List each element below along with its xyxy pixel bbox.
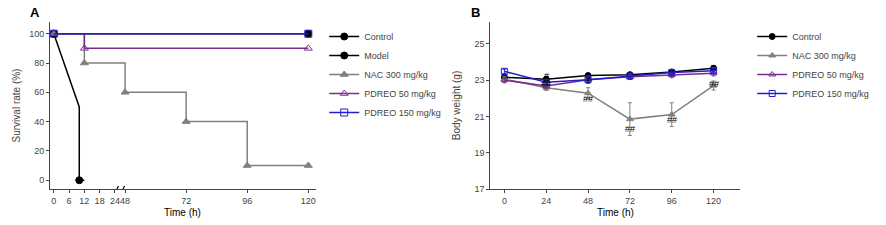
- svg-text:60: 60: [34, 87, 44, 97]
- svg-text:100: 100: [29, 29, 44, 39]
- svg-text:PDREO 50 mg/kg: PDREO 50 mg/kg: [792, 70, 864, 80]
- svg-text:##: ##: [709, 79, 719, 89]
- svg-text:PDREO 150 mg/kg: PDREO 150 mg/kg: [364, 108, 441, 118]
- svg-text:96: 96: [242, 196, 252, 206]
- svg-text:23: 23: [475, 75, 485, 85]
- svg-text:25: 25: [475, 39, 485, 49]
- svg-text:6: 6: [67, 196, 72, 206]
- svg-text:12: 12: [79, 196, 89, 206]
- svg-text:#: #: [586, 75, 591, 85]
- svg-text:19: 19: [475, 148, 485, 158]
- svg-text:72: 72: [625, 196, 635, 206]
- svg-text:48: 48: [583, 196, 593, 206]
- svg-text:17: 17: [475, 184, 485, 194]
- svg-text:72: 72: [181, 196, 191, 206]
- svg-text:24: 24: [541, 196, 551, 206]
- svg-text:A: A: [30, 5, 40, 20]
- svg-text:Survival rate (%): Survival rate (%): [11, 69, 22, 143]
- svg-text:PDREO 150 mg/kg: PDREO 150 mg/kg: [792, 89, 869, 99]
- svg-text:0: 0: [51, 196, 56, 206]
- svg-text:Time (h): Time (h): [597, 207, 634, 218]
- svg-text:NAC 300 mg/kg: NAC 300 mg/kg: [792, 51, 856, 61]
- svg-text:##: ##: [667, 115, 677, 125]
- svg-text:Body weight (g): Body weight (g): [451, 71, 462, 140]
- svg-text:##: ##: [541, 79, 551, 89]
- svg-text:Control: Control: [364, 32, 393, 42]
- svg-text:21: 21: [475, 112, 485, 122]
- svg-text:B: B: [471, 5, 480, 20]
- svg-text:##: ##: [583, 94, 593, 104]
- svg-text:PDREO 50 mg/kg: PDREO 50 mg/kg: [364, 89, 436, 99]
- svg-text:0: 0: [502, 196, 507, 206]
- svg-text:48: 48: [120, 196, 130, 206]
- svg-text:20: 20: [34, 146, 44, 156]
- svg-text:NAC 300 mg/kg: NAC 300 mg/kg: [364, 70, 428, 80]
- svg-text:Time (h): Time (h): [164, 207, 201, 218]
- svg-text:120: 120: [706, 196, 721, 206]
- svg-text:120: 120: [301, 196, 316, 206]
- svg-text:80: 80: [34, 58, 44, 68]
- svg-text:96: 96: [667, 196, 677, 206]
- svg-text:Model: Model: [364, 51, 389, 61]
- svg-text:Control: Control: [792, 32, 821, 42]
- svg-text:0: 0: [39, 175, 44, 185]
- svg-text:24: 24: [110, 196, 120, 206]
- svg-text:#: #: [544, 71, 549, 81]
- svg-text:##: ##: [625, 124, 635, 134]
- svg-text:18: 18: [95, 196, 105, 206]
- svg-text:40: 40: [34, 117, 44, 127]
